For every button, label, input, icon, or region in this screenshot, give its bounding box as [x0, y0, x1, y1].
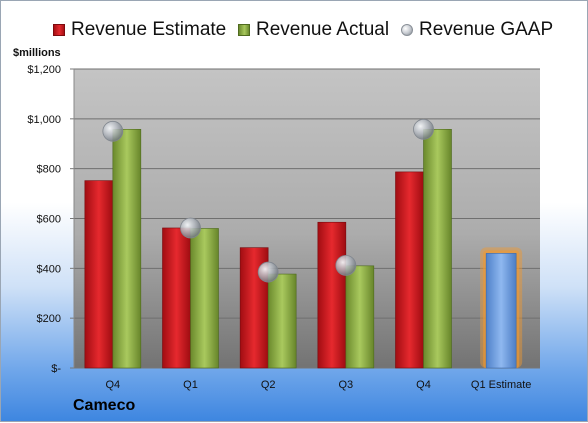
y-tick-label: $1,000 — [27, 114, 61, 126]
legend-label-estimate: Revenue Estimate — [71, 19, 227, 40]
x-tick-label: Q2 — [261, 379, 276, 391]
legend-swatch-estimate — [53, 24, 65, 36]
y-tick-label: $1,200 — [27, 64, 61, 76]
marker-revenue-gaap — [102, 120, 124, 142]
x-tick-label: Q4 — [416, 379, 431, 391]
bar-revenue-actual — [345, 265, 375, 369]
marker-revenue-gaap — [413, 118, 434, 140]
legend-label-gaap: Revenue GAAP — [419, 19, 554, 40]
legend-swatch-gaap — [401, 24, 413, 36]
legend: Revenue Estimate Revenue Actual Revenue … — [1, 17, 588, 43]
legend-label-actual: Revenue Actual — [256, 19, 390, 40]
bar-revenue-estimate-next — [485, 253, 517, 369]
y-tick-label: $800 — [37, 164, 61, 176]
bar-revenue-estimate — [84, 180, 114, 369]
legend-item-revenue-gaap: Revenue GAAP — [401, 17, 553, 43]
x-tick-label: Q4 — [105, 379, 120, 391]
bar-revenue-estimate — [162, 227, 191, 369]
marker-revenue-gaap — [257, 261, 279, 283]
bar-revenue-estimate — [395, 171, 424, 369]
bar-revenue-actual — [112, 128, 142, 369]
legend-item-revenue-actual: Revenue Actual — [238, 17, 389, 43]
bar-revenue-actual — [190, 228, 219, 369]
x-tick-label: Q1 — [183, 379, 198, 391]
legend-swatch-actual — [238, 24, 250, 36]
company-name: Cameco — [73, 397, 136, 414]
legend-item-revenue-estimate: Revenue Estimate — [53, 17, 226, 43]
y-tick-label: $200 — [37, 313, 61, 325]
y-tick-label: $600 — [37, 214, 61, 226]
marker-revenue-gaap — [180, 217, 201, 239]
bar-revenue-actual — [423, 128, 452, 369]
y-tick-label: $- — [51, 363, 61, 375]
bar-revenue-estimate — [317, 221, 347, 369]
x-tick-label: Q1 Estimate — [471, 379, 532, 391]
marker-revenue-gaap — [335, 254, 357, 276]
bar-revenue-actual — [267, 273, 297, 369]
y-axis-title: $millions — [13, 47, 61, 59]
y-tick-label: $400 — [37, 263, 61, 275]
x-tick-label: Q3 — [338, 379, 353, 391]
